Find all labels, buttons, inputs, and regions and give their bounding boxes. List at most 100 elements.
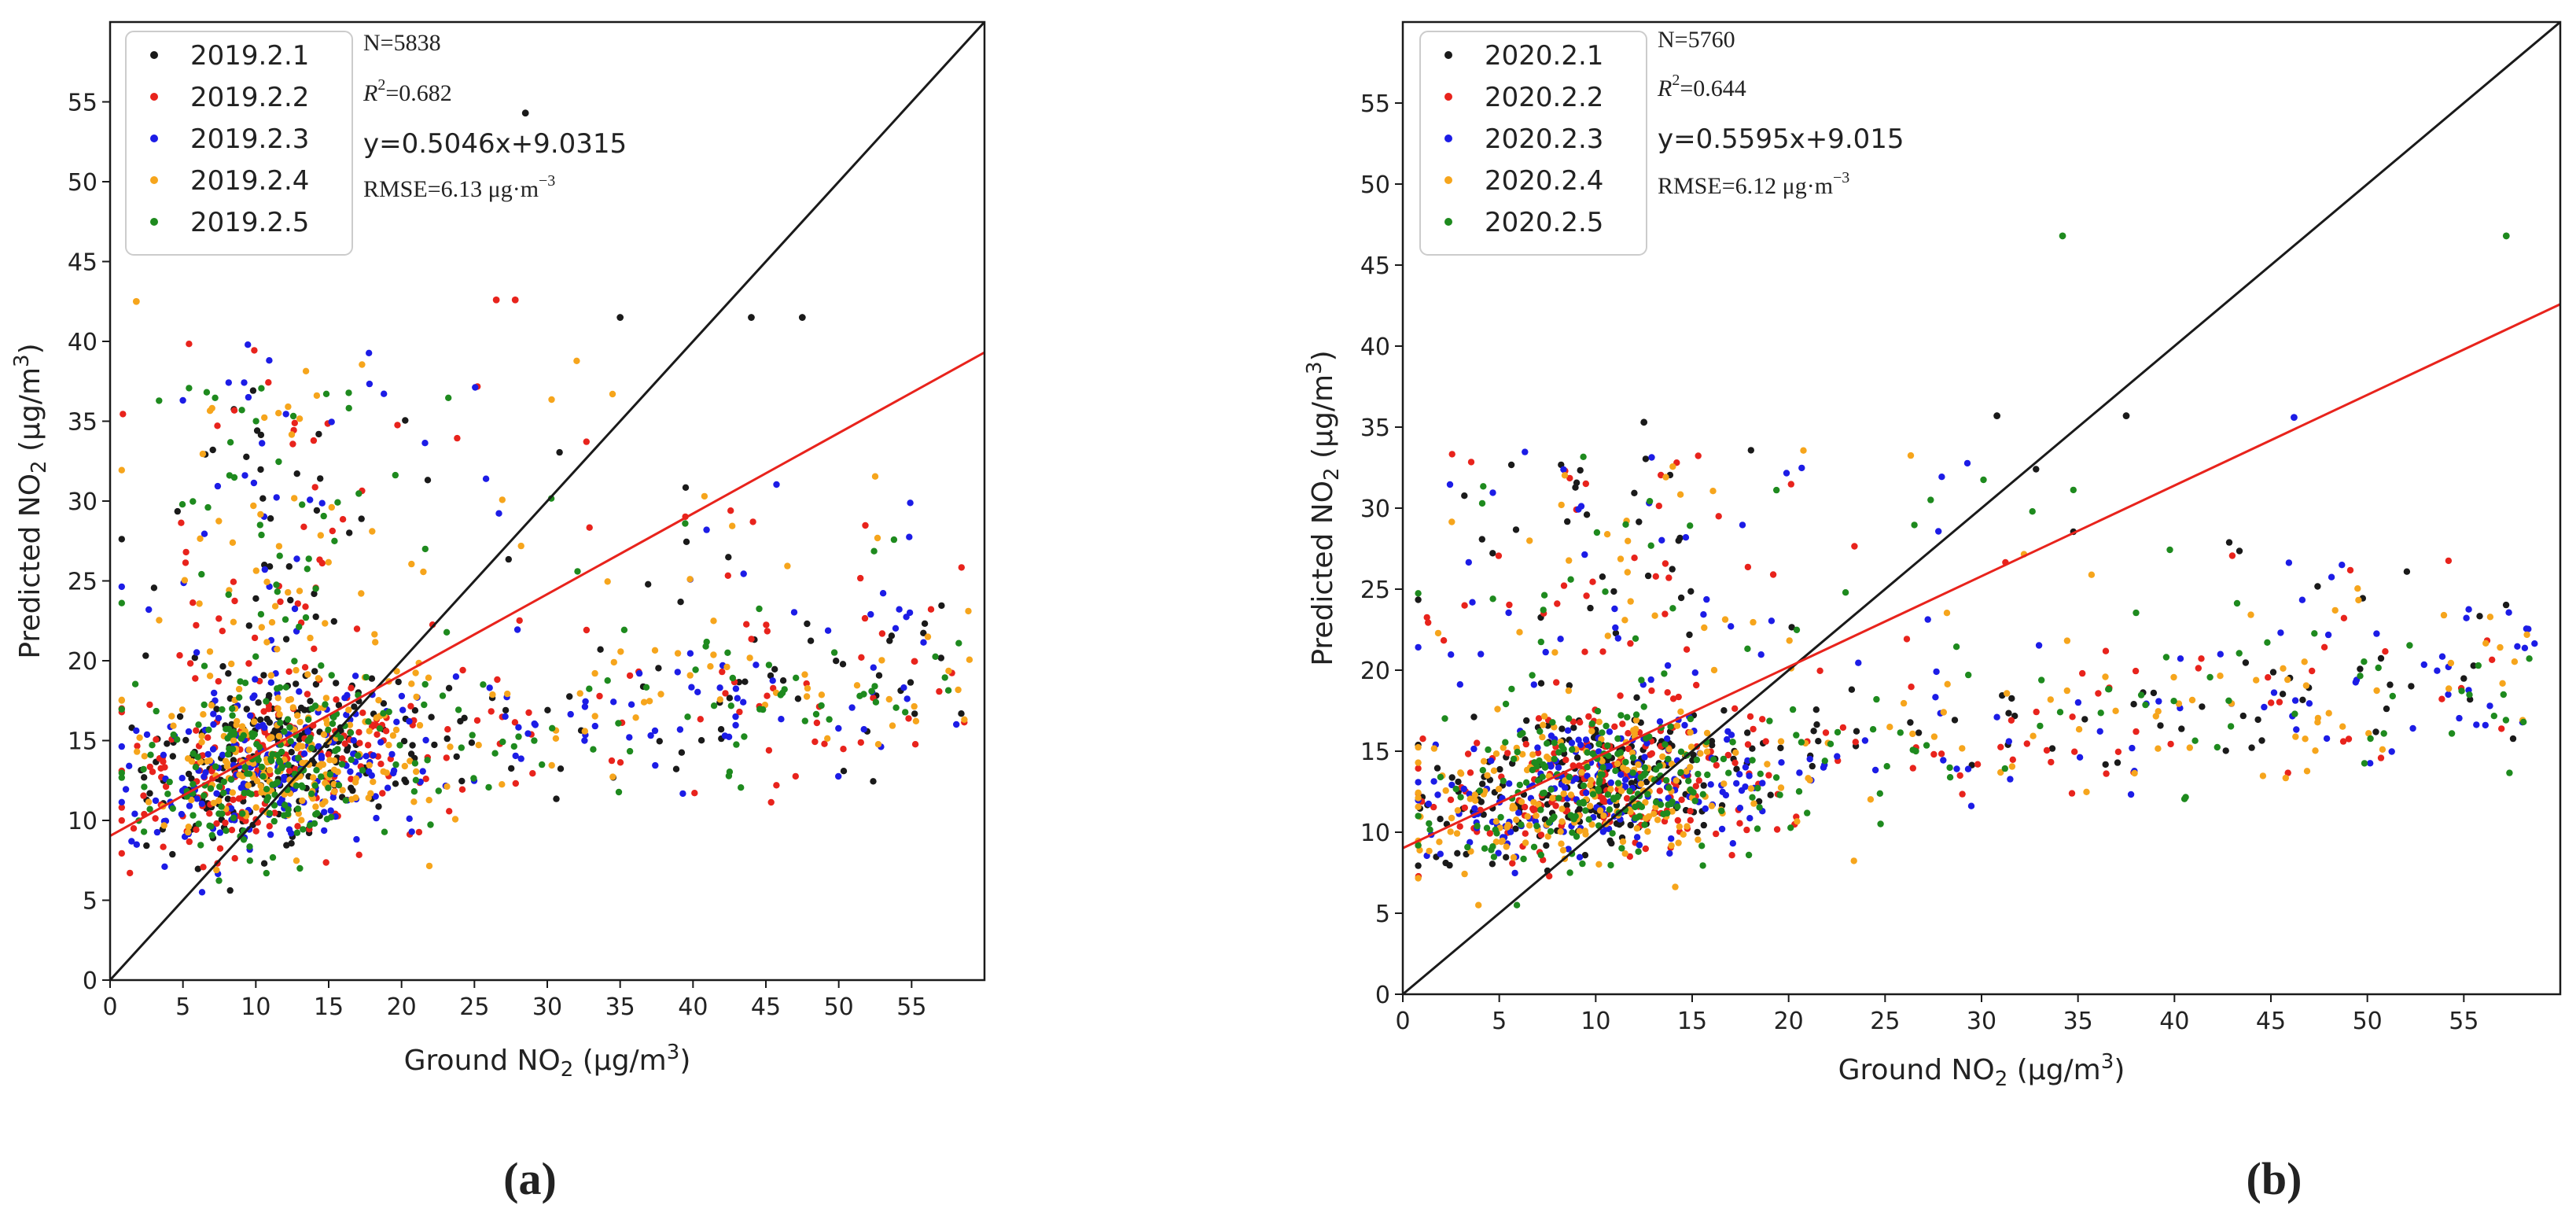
x-tick-label: 15 [1677,1008,1707,1035]
scatter-point [341,740,348,747]
scatter-point [301,664,309,671]
scatter-point [261,414,268,422]
scatter-point [314,809,321,817]
scatter-point [1544,833,1551,840]
scatter-point [2258,737,2265,744]
scatter-point [1612,624,1619,632]
scatter-point [1724,735,1731,743]
scatter-point [259,495,267,502]
scatter-point [1877,820,1884,827]
scatter-point [2070,486,2077,494]
scatter-point [1654,816,1662,824]
scatter-point [1461,602,1468,609]
scatter-point [412,669,419,676]
scatter-point [610,698,617,706]
scatter-point [190,498,197,505]
scatter-point [1698,842,1706,850]
scatter-point [1436,839,1443,846]
scatter-point [355,490,362,497]
scatter-point [273,494,280,501]
scatter-point [283,842,290,849]
scatter-point [1660,810,1667,818]
scatter-point [1626,853,1633,861]
scatter-point [1441,715,1448,722]
scatter-point [1648,687,1655,695]
scatter-point [146,701,153,709]
scatter-point [1701,624,1708,632]
scatter-point [318,499,326,507]
scatter-point [2102,647,2110,654]
scatter-point [271,727,278,734]
scatter-point [444,726,451,733]
scatter-point [377,739,385,746]
scatter-point [1448,814,1455,822]
scatter-point [1581,852,1589,859]
scatter-point [263,578,270,585]
scatter-point [197,842,204,849]
scatter-point [1426,826,1433,834]
scatter-point [1861,737,1869,744]
scatter-point [1757,651,1765,658]
scatter-point [2269,669,2277,676]
scatter-point [488,708,495,715]
legend-label: 2019.2.3 [190,123,309,155]
scatter-point [2268,699,2275,706]
scatter-point [2460,675,2467,682]
scatter-point [311,820,318,827]
scatter-point [1677,748,1685,755]
scatter-point [1668,835,1675,842]
scatter-point [174,507,181,515]
scatter-point [1506,601,1513,609]
scatter-point [362,753,370,760]
scatter-point [1697,750,1704,757]
scatter-point [1687,729,1694,736]
scatter-point [1594,707,1602,715]
scatter-point [1607,861,1614,869]
scatter-point [1810,728,1817,735]
scatter-point [265,379,272,386]
scatter-point [1616,821,1623,828]
scatter-point [355,728,362,736]
scatter-point [702,643,709,650]
scatter-point [1631,555,1638,562]
scatter-point [1652,573,1659,580]
scatter-point [803,693,811,700]
scatter-point [238,407,245,414]
scatter-point [1614,780,1622,787]
scatter-point [2137,691,2145,698]
scatter-point [198,800,205,807]
scatter-point [282,616,289,623]
scatter-point [1595,740,1603,747]
scatter-point [1603,722,1610,730]
scatter-point [2029,508,2036,515]
scatter-point [267,755,274,762]
scatter-point [2473,721,2480,728]
scatter-point [1827,740,1834,747]
scatter-point [2206,673,2214,681]
scatter-point [2375,664,2382,672]
scatter-point [245,746,252,754]
scatter-point [224,750,232,758]
scatter-point [1662,560,1669,567]
scatter-point [1669,605,1676,612]
scatter-point [1588,728,1595,735]
scatter-point [906,533,913,540]
scatter-point [1555,794,1562,802]
scatter-point [1471,805,1478,812]
scatter-point [1656,718,1664,725]
scatter-point [674,650,682,657]
scatter-point [300,750,308,757]
scatter-point [377,761,385,768]
scatter-point [1664,689,1671,696]
scatter-point [215,518,223,525]
scatter-point [2511,658,2519,665]
scatter-point [1461,804,1469,812]
scatter-point [1873,695,1880,703]
scatter-point [1546,872,1553,880]
scatter-point [1700,782,1707,789]
scatter-point [275,732,283,740]
scatter-point [1959,791,1966,798]
scatter-point [736,708,743,716]
scatter-point [118,599,125,606]
scatter-point [1964,765,1972,772]
